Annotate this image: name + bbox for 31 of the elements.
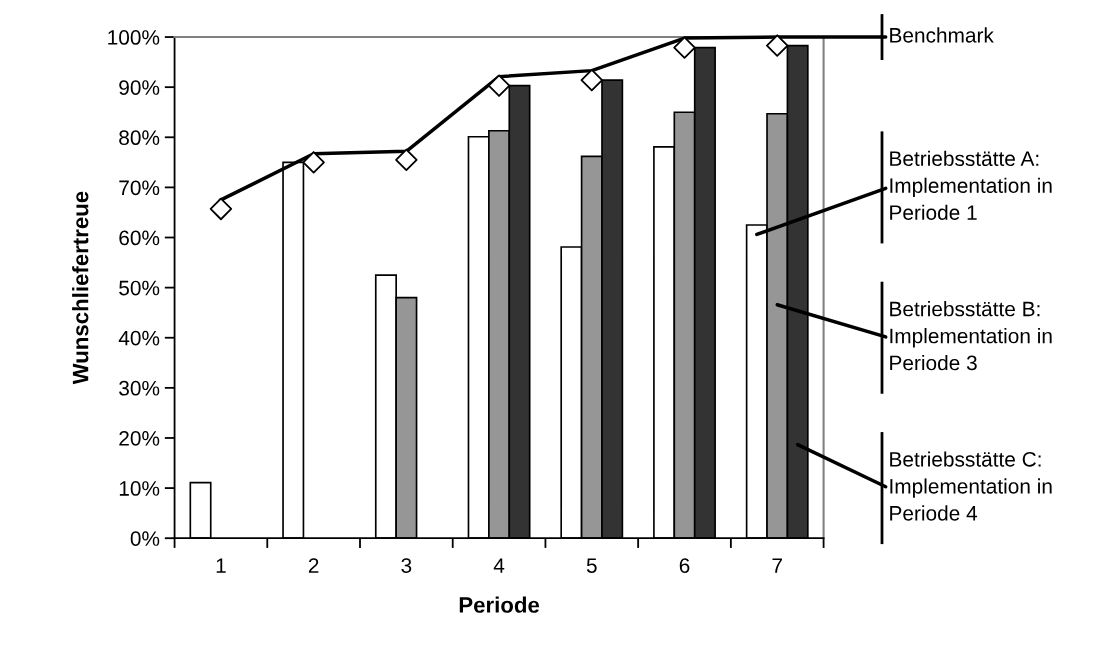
y-tick-label: 100% [108, 30, 160, 45]
x-tick-label: 2 [308, 558, 319, 573]
y-tick-label: 80% [119, 130, 160, 146]
text: Betriebsstätte A: Implementation in Periode 1 [890, 150, 1052, 220]
legend-label: Betriebsstätte C: Implementation in Periode 4 [890, 451, 1052, 521]
x-tick-label: 1 [216, 558, 226, 573]
point [302, 151, 325, 174]
y-axis-title: Wunschliefertreue [72, 191, 89, 385]
x-tick-label: 4 [493, 558, 505, 573]
x-tick-label: 6 [679, 558, 690, 573]
y-tick-label: 60% [119, 230, 160, 246]
x-tick-label: 3 [401, 558, 412, 573]
point [209, 197, 233, 221]
y-tick-label: 70% [119, 180, 160, 196]
x-tick-label: 5 [586, 558, 597, 573]
point [487, 74, 511, 97]
x-axis-title: Periode [459, 596, 540, 613]
point [673, 36, 696, 59]
y-tick-label: 50% [119, 280, 160, 296]
legend-label: Benchmark [890, 27, 994, 43]
point [395, 148, 418, 172]
y-tick-label: 20% [119, 430, 160, 446]
y-tick-label: 0% [130, 531, 160, 546]
x-tick-label: 7 [772, 558, 782, 573]
text: Betriebsstätte B: Implementation in Periode 3 [890, 301, 1052, 371]
y-tick-label: 90% [119, 80, 160, 95]
y-tick-label: 40% [118, 330, 160, 346]
y-tick-label: 10% [119, 481, 160, 496]
y-tick-label: 30% [119, 380, 160, 396]
point [580, 68, 603, 92]
point [766, 34, 789, 57]
